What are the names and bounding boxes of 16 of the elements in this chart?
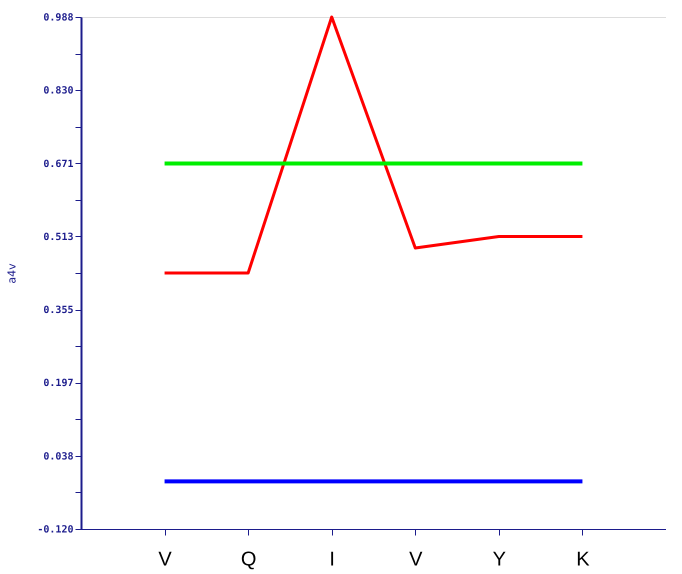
y-tick-label: 0.671 xyxy=(43,158,74,170)
y-tick-label: 0.988 xyxy=(43,12,74,24)
x-tick-label: Q xyxy=(240,548,256,570)
x-tick-label: Y xyxy=(492,548,506,570)
x-tick-label: V xyxy=(409,548,424,570)
y-tick-label: 0.038 xyxy=(43,451,74,462)
x-tick-label: K xyxy=(576,548,590,570)
y-axis-title: a4v xyxy=(5,262,18,284)
y-tick-label: 0.830 xyxy=(43,86,74,97)
y-tick-label: -0.120 xyxy=(37,524,74,536)
y-tick-label: 0.197 xyxy=(43,378,74,390)
x-tick-label: V xyxy=(158,548,172,570)
line-series xyxy=(163,16,584,274)
y-tick-label: 0.513 xyxy=(43,232,74,243)
x-tick-label: I xyxy=(329,548,335,570)
y-tick-label: 0.355 xyxy=(43,305,74,316)
